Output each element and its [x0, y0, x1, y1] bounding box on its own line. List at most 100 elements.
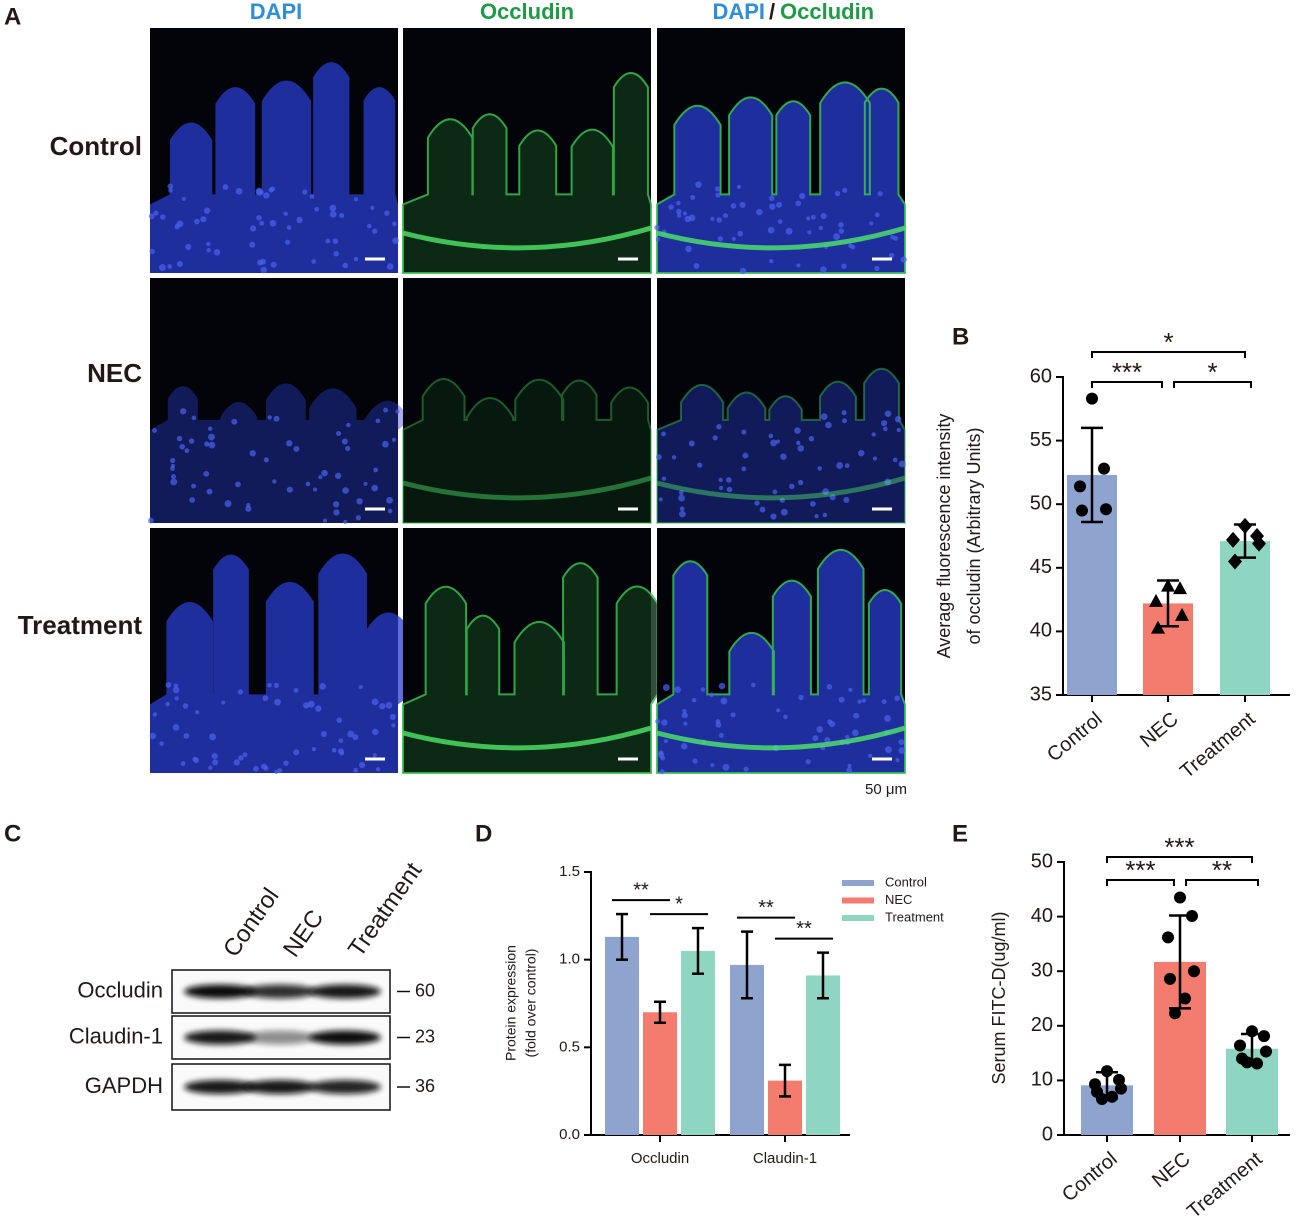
nucleus [371, 698, 379, 706]
data-point [1115, 1082, 1127, 1095]
nucleus [268, 187, 274, 193]
nucleus [313, 487, 318, 492]
nucleus [180, 761, 186, 766]
nucleus [375, 767, 381, 772]
nucleus [195, 710, 200, 715]
marker-label: 60 [415, 980, 435, 1000]
nucleus [853, 712, 860, 719]
blot-band [184, 1030, 256, 1045]
nucleus [336, 430, 342, 437]
nucleus [772, 489, 778, 495]
nucleus [311, 746, 317, 752]
significance-bracket [1173, 381, 1252, 388]
significance-label: * [1163, 327, 1173, 357]
nucleus [235, 481, 241, 488]
nucleus [788, 483, 795, 490]
muscle-band [656, 225, 906, 251]
blot-band [309, 984, 381, 999]
nucleus [892, 457, 898, 463]
tissue-occludin [402, 562, 659, 774]
nucleus [819, 266, 827, 273]
y-axis-label: Protein expression [503, 945, 519, 1061]
x-tick-label: Occludin [631, 1150, 689, 1167]
nucleus [346, 422, 351, 428]
significance-bracket [1106, 856, 1253, 863]
nucleus [325, 238, 331, 244]
nucleus [302, 189, 308, 195]
nucleus [342, 262, 349, 269]
nucleus [663, 738, 669, 744]
marker-label: 23 [415, 1026, 435, 1046]
nucleus [816, 726, 824, 733]
nucleus [679, 506, 685, 512]
nucleus [152, 712, 158, 717]
nucleus [750, 682, 756, 688]
nucleus [846, 767, 853, 774]
nucleus [848, 243, 853, 249]
nucleus [825, 421, 832, 429]
bar [643, 1012, 677, 1135]
data-point [1258, 1030, 1270, 1043]
nucleus [768, 433, 774, 439]
muscle-band [656, 475, 906, 501]
nucleus [678, 494, 685, 502]
nucleus [697, 462, 703, 468]
nucleus [796, 263, 801, 268]
panel-letter: B [952, 323, 969, 350]
column-header: Occludin [480, 0, 574, 24]
nucleus [272, 479, 277, 484]
nucleus [296, 216, 303, 224]
nucleus [181, 196, 186, 201]
nucleus [238, 755, 244, 761]
nucleus [165, 681, 172, 688]
data-point [1100, 503, 1112, 516]
data-point [1164, 972, 1176, 985]
nucleus [678, 490, 684, 496]
nucleus [834, 190, 841, 197]
nucleus [231, 418, 238, 425]
nucleus [315, 705, 322, 712]
legend-label: Control [885, 874, 927, 889]
nucleus [677, 213, 682, 218]
nucleus [213, 249, 221, 256]
column-header: DAPI [250, 0, 303, 24]
nucleus [387, 508, 393, 514]
nucleus [222, 184, 229, 190]
nucleus [200, 216, 207, 223]
nucleus [847, 763, 852, 768]
nucleus [730, 712, 736, 718]
nucleus [370, 205, 375, 210]
nucleus [356, 498, 363, 505]
nucleus [221, 700, 226, 705]
data-point [1179, 992, 1191, 1005]
nucleus [842, 418, 848, 424]
y-axis-label: Average fluorescence intensity [934, 414, 954, 659]
nucleus [206, 488, 213, 495]
nucleus [841, 410, 847, 416]
nucleus [319, 682, 327, 690]
micrograph [147, 278, 411, 525]
nucleus [233, 759, 240, 766]
nucleus [770, 513, 777, 520]
nucleus [795, 200, 802, 207]
data-point [1260, 1045, 1272, 1058]
nucleus [176, 261, 183, 268]
tissue-nuclei [150, 553, 412, 773]
nucleus [731, 236, 736, 242]
nucleus [780, 508, 788, 516]
y-tick-label: 55 [1030, 429, 1052, 451]
nucleus [149, 732, 157, 740]
row-label: NEC [87, 358, 142, 388]
nucleus [874, 265, 880, 271]
protein-label: GAPDH [85, 1073, 163, 1098]
nucleus [710, 216, 715, 222]
nucleus [809, 500, 816, 507]
nucleus [842, 187, 848, 193]
nucleus [797, 445, 805, 452]
nucleus [170, 457, 176, 464]
nucleus [170, 463, 176, 468]
blot-band [309, 1030, 381, 1045]
nucleus [171, 474, 176, 480]
significance-label: * [675, 893, 683, 915]
micrograph-bg [403, 278, 651, 523]
